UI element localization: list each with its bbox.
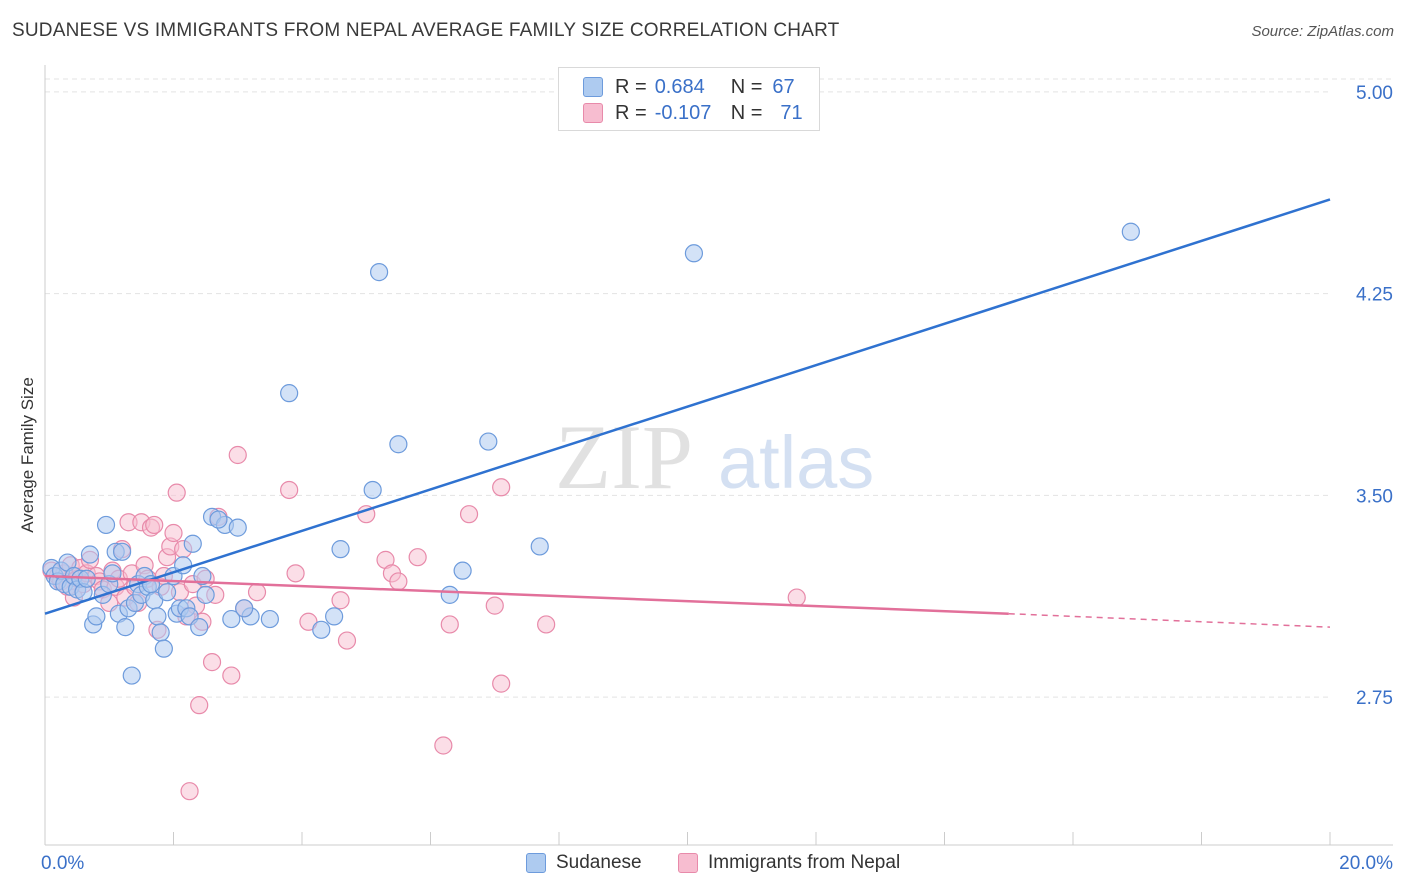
data-point-sudanese [209,510,228,529]
data-point-nepal [286,564,305,583]
data-point-nepal [492,478,511,497]
data-point-sudanese [530,537,549,556]
legend-r-value: 0.684 [654,75,705,98]
data-point-sudanese [157,583,177,602]
data-point-sudanese [148,607,167,626]
data-point-sudanese [331,540,350,559]
watermark-atlas: atlas [718,421,874,504]
data-point-nepal [440,615,459,634]
data-point-sudanese [183,534,202,553]
y-axis-label: Average Family Size [18,377,37,533]
data-point-nepal [190,696,209,715]
data-point-nepal [202,653,222,672]
legend-label-nepal: Immigrants from Nepal [708,852,901,873]
data-point-sudanese [116,618,135,637]
data-point-sudanese [453,561,472,580]
trend-line-nepal-extension [1008,612,1331,628]
data-point-sudanese [440,585,459,604]
source-label: Source: ZipAtlas.com [1251,23,1394,40]
data-point-sudanese [222,609,241,629]
data-point-nepal [337,631,357,650]
data-point-nepal [787,588,806,607]
data-point-sudanese [87,607,106,626]
legend-swatch-nepal [583,103,603,123]
data-point-sudanese [312,620,331,639]
data-point-nepal [180,782,199,801]
data-point-nepal [492,674,511,693]
series-legend: Sudanese Immigrants from Nepal [0,852,1406,878]
data-point-sudanese [228,518,247,537]
watermark-zip: ZIP [555,406,693,508]
data-point-sudanese [193,566,212,586]
legend-n-label: N = [730,101,763,124]
data-point-sudanese [370,263,389,282]
data-point-nepal [537,615,556,634]
data-point-nepal [164,523,183,543]
watermark: ZIP atlas [555,406,874,508]
data-point-sudanese [190,618,209,637]
data-point-nepal [228,445,247,465]
data-point-sudanese [96,515,116,535]
legend-swatch-nepal [678,853,698,873]
data-point-sudanese [684,244,704,263]
chart-title: SUDANESE VS IMMIGRANTS FROM NEPAL AVERAG… [12,20,840,41]
data-point-sudanese [479,432,498,451]
y-tick-label: 2.75 [1356,688,1393,709]
trend-line-sudanese [44,198,1331,615]
legend-r-label: R = [615,75,647,98]
legend-n-value: 71 [780,101,803,124]
data-point-nepal [222,666,241,685]
data-point-sudanese [363,480,382,500]
axes [44,65,1393,846]
data-point-sudanese [112,542,132,561]
legend-swatch-sudanese [526,853,546,873]
data-point-sudanese [151,623,170,642]
data-point-nepal [167,483,186,502]
data-point-sudanese [80,545,100,564]
data-point-sudanese [196,585,215,604]
y-tick-label: 4.25 [1356,285,1393,306]
data-point-nepal [485,596,504,615]
data-point-nepal [299,612,318,631]
data-point-sudanese [1121,222,1140,241]
data-point-sudanese [154,639,173,658]
data-point-sudanese [280,384,299,403]
data-point-sudanese [122,666,141,685]
legend-row-nepal: R = -0.107 N = 71 [583,101,803,125]
y-tick-label: 3.50 [1356,486,1393,507]
legend-row-sudanese: R = 0.684 N = 67 [583,75,795,99]
legend-swatch-sudanese [583,77,603,97]
data-point-nepal [389,572,408,591]
legend-r-label: R = [615,101,647,124]
data-point-nepal [331,591,350,610]
data-point-nepal [408,548,427,567]
data-point-nepal [459,505,479,524]
x-tick-label: 0.0% [41,853,84,874]
legend-item-nepal[interactable]: Immigrants from Nepal [678,852,900,874]
legend-item-sudanese[interactable]: Sudanese [526,852,642,874]
data-point-sudanese [260,609,279,629]
x-tick-label: 20.0% [1339,853,1393,874]
data-point-nepal [280,480,299,500]
data-point-nepal [434,736,453,755]
trend-lines [44,198,1331,628]
legend-n-label: N = [730,75,763,98]
legend-r-value: -0.107 [654,101,712,124]
y-tick-label: 5.00 [1356,83,1393,104]
legend-n-value: 67 [772,75,795,98]
data-point-sudanese [389,435,408,454]
legend-label-sudanese: Sudanese [556,852,642,873]
data-point-sudanese [325,607,344,626]
data-point-nepal [145,515,164,535]
trend-line-nepal [44,574,1009,615]
data-point-sudanese [235,599,254,618]
tick-labels: 2.75 3.50 4.25 5.00 0.0% 20.0% [41,83,1393,874]
correlation-legend: R = 0.684 N = 67 R = -0.107 N = 71 [558,67,820,131]
data-point-nepal [247,583,267,602]
